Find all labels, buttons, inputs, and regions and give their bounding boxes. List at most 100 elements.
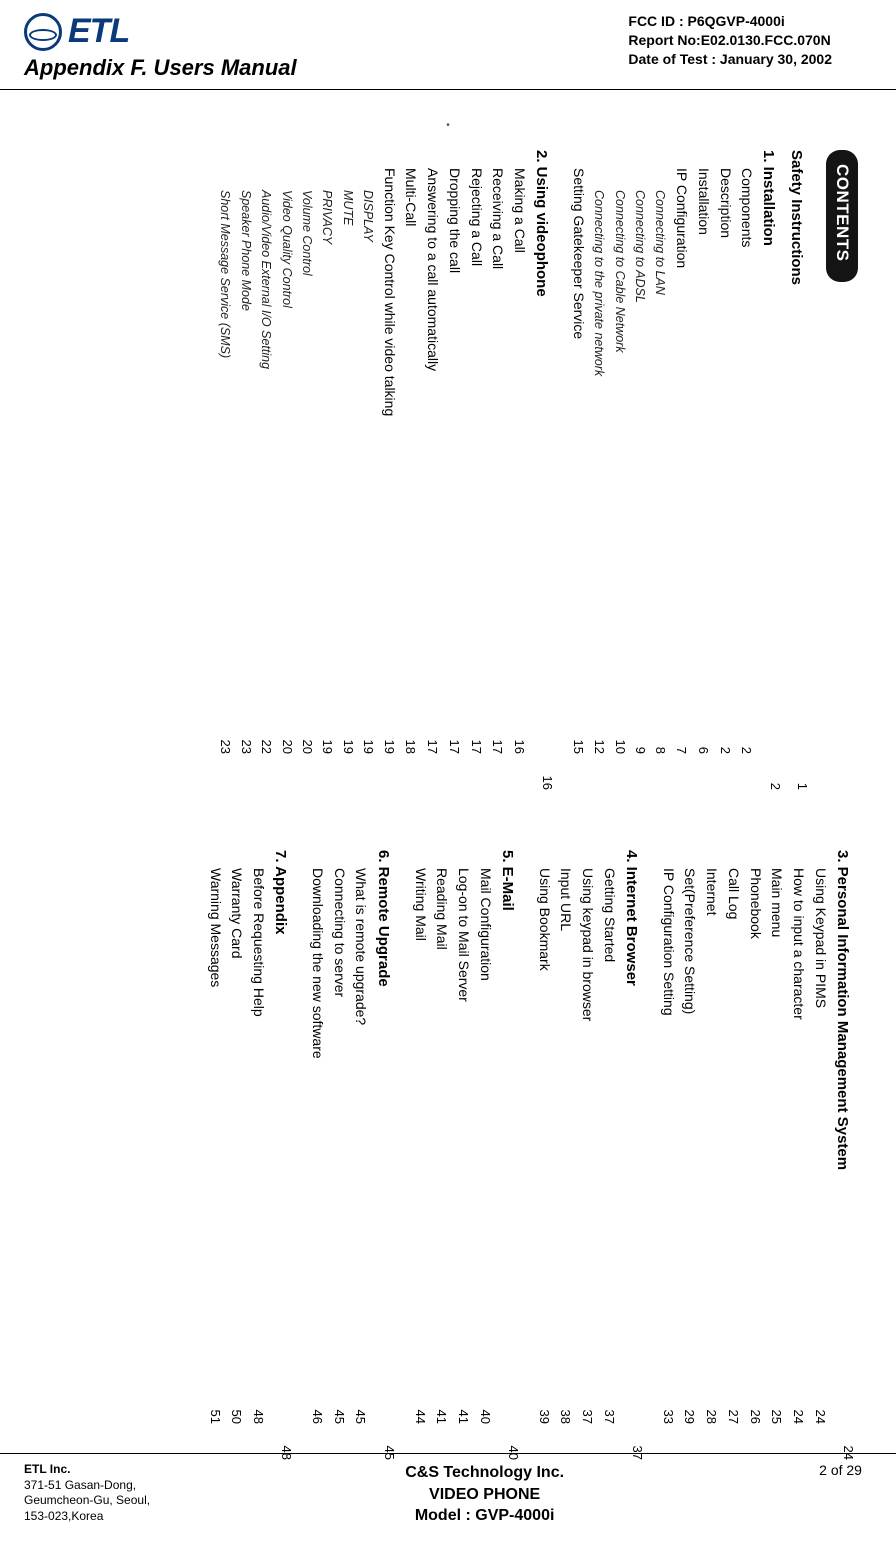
toc-row: Multi-Call 18 [400,150,422,790]
toc-rotated-2: 3. Personal Information Management Syste… [58,850,858,1460]
toc-pages: 24 [838,1380,858,1460]
toc-row: Video Quality Control 20 [276,150,296,790]
toc-pages: 24 [788,1380,808,1460]
toc-pages: 45 [350,1380,370,1460]
toc-page-col1: 6 [693,747,713,754]
toc-label: How to input a character [787,850,809,1020]
toc-label: Main menu [766,850,788,937]
toc-label: Function Key Control while video talking [378,150,400,416]
toc-page-col1: 20 [276,740,296,754]
toc-pages: 40 [474,1380,494,1460]
toc-page-col1: 45 [329,1410,349,1424]
footer-center1: C&S Technology Inc. [405,1462,564,1484]
toc-page-col1: 15 [568,740,588,754]
toc-page-col1: 12 [589,740,609,754]
toc-row: 1. Installation2 [757,150,784,790]
toc-row: Description2 [714,150,736,790]
toc-pages: 37 [599,1380,619,1460]
logo-icon [24,13,62,51]
toc-label: 1. Installation [757,150,780,246]
fcc-id: FCC ID : P6QGVP-4000i [628,12,832,31]
toc-label: What is remote upgrade? [350,850,372,1025]
footer-left: ETL Inc. 371-51 Gasan-Dong, Geumcheon-Gu… [24,1462,150,1524]
toc-row: IP Configuration7 [670,150,692,790]
test-date: Date of Test : January 30, 2002 [628,50,832,69]
toc-pages: 20 [297,710,317,790]
toc-label: Connecting to ADSL [630,150,649,303]
toc-page-col1: 17 [422,740,442,754]
toc-label: Input URL [555,850,577,931]
toc-row: Short Message Service (SMS)23 [215,150,235,790]
toc-row: Mail Configuration 40 [474,850,496,1460]
toc-pages: 45 [329,1380,349,1460]
toc-row: Using Keypad in PIMS24 [809,850,831,1460]
toc-page-col1: 38 [555,1410,575,1424]
toc-page-col1: 27 [723,1410,743,1424]
toc-row: 7. Appendix48 [269,850,296,1460]
toc-label: Mail Configuration [474,850,496,981]
toc-row: 4. Internet Browser 37 [620,850,647,1460]
toc-label: Internet [700,850,722,915]
toc-label: Connecting to the private network [589,150,608,376]
toc-page-col1: 37 [599,1410,619,1424]
toc-row: 2. Using videophone16 [530,150,557,790]
toc-label: 5. E-Mail [496,850,519,911]
toc-page-col1: 28 [701,1410,721,1424]
toc-row: Before Requesting Help48 [247,850,269,1460]
toc-pages: 37 [627,1380,647,1460]
toc-pages: 10 [610,710,630,790]
toc-pages: 24 [809,1380,829,1460]
toc-pages: 20 [276,710,296,790]
toc-pages: 1 [792,710,812,790]
toc-label: Speaker Phone Mode [235,150,254,311]
logo: ETL [24,12,297,51]
toc-label: Log-on to Mail Server [452,850,474,1002]
toc-pages: 17 [465,710,485,790]
toc-page-col1: 40 [474,1410,494,1424]
toc-pages: 19 [317,710,337,790]
toc-label: Components [736,150,758,247]
toc-row: Installation 6 [692,150,714,790]
toc-pages: 27 [723,1380,743,1460]
toc-page-col1: 17 [444,740,464,754]
toc-label: Installation [692,150,714,235]
toc-row: Safety Instructions1 [785,150,812,790]
report-no: Report No:E02.0130.FCC.070N [628,31,832,50]
toc-row: PRIVACY 19 [317,150,337,790]
header-left: ETL Appendix F. Users Manual [24,12,297,81]
toc-label: PRIVACY [317,150,336,244]
toc-pages: 18 [400,710,420,790]
toc-pages: 15 [568,710,588,790]
toc-page-col1: 45 [350,1410,370,1424]
toc-row: Using Bookmark39 [533,850,555,1460]
footer-center3: Model : GVP-4000i [405,1505,564,1527]
toc-row: Warranty Card 50 [226,850,248,1460]
toc-page-col1: 26 [744,1410,764,1424]
toc-label: Downloading the new software [306,850,328,1059]
toc-row: How to input a character 24 [787,850,809,1460]
toc-pages: 17 [487,710,507,790]
toc-label: 4. Internet Browser [620,850,643,986]
toc-label: Dropping the call [443,150,465,273]
toc-page-col1: 50 [226,1410,246,1424]
toc-label: Warranty Card [226,850,248,959]
toc-page-col1: 16 [509,740,529,754]
toc-row: Audio/Video External I/O Setting22 [256,150,276,790]
toc-label: Call Log [722,850,744,919]
toc-pages: 19 [358,710,378,790]
toc-label: Reading Mail [431,850,453,950]
toc-label: Short Message Service (SMS) [215,150,234,358]
toc-label: Video Quality Control [276,150,295,308]
toc-label: Multi-Call [400,150,422,226]
toc-row: Call Log 27 [722,850,744,1460]
toc-page-col1: 9 [630,747,650,754]
toc-label: Making a Call [508,150,530,253]
toc-page-col1: 39 [534,1410,554,1424]
toc-row: Volume Control20 [297,150,317,790]
toc-page-col1: 33 [658,1410,678,1424]
toc-pages: 50 [226,1380,246,1460]
toc-label: Before Requesting Help [247,850,269,1017]
toc-pages: 8 [650,710,670,790]
toc-row: Dropping the call 17 [443,150,465,790]
toc-pages: 22 [256,710,276,790]
